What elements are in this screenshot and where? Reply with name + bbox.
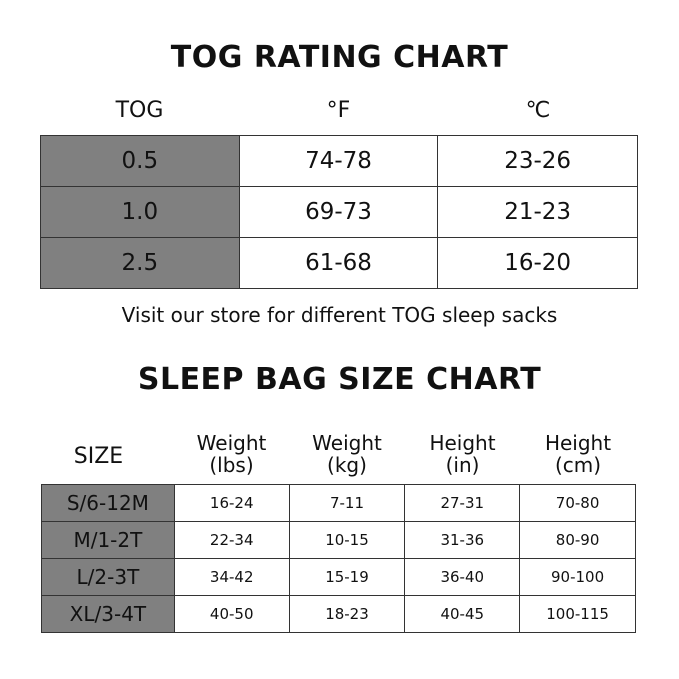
weight-kg: 15-19 (288, 558, 406, 596)
height-in: 27-31 (404, 484, 521, 522)
header-line: Weight (196, 431, 267, 455)
height-in: 36-40 (404, 558, 521, 596)
header-line: Weight (312, 431, 382, 455)
height-cm-header: Height (cm) (520, 432, 636, 476)
height-cm: 70-80 (519, 484, 636, 522)
table-row: M/1-2T 22-34 10-15 31-36 80-90 (41, 521, 636, 559)
height-cm: 90-100 (519, 558, 636, 596)
tog-value: 2.5 (40, 237, 240, 289)
size-label: L/2-3T (41, 558, 175, 596)
tog-table: 0.5 74-78 23-26 1.0 69-73 21-23 2.5 61-6… (40, 135, 638, 289)
table-row: 0.5 74-78 23-26 (40, 135, 638, 187)
weight-lbs-header: Weight (lbs) (174, 432, 289, 476)
store-caption: Visit our store for different TOG sleep … (121, 303, 558, 327)
height-in: 31-36 (404, 521, 521, 559)
fahrenheit-header: °F (326, 98, 351, 123)
weight-lbs: 34-42 (173, 558, 290, 596)
weight-kg: 18-23 (288, 595, 406, 633)
height-cm: 100-115 (519, 595, 636, 633)
weight-kg-header: Weight (kg) (289, 432, 405, 476)
weight-kg: 10-15 (288, 521, 406, 559)
header-unit: (kg) (327, 453, 367, 477)
tog-header: TOG (115, 98, 164, 123)
header-unit: (lbs) (209, 453, 254, 477)
height-in-header: Height (in) (405, 432, 520, 476)
size-table: S/6-12M 16-24 7-11 27-31 70-80 M/1-2T 22… (41, 484, 636, 633)
header-unit: (cm) (554, 453, 602, 477)
size-label: S/6-12M (41, 484, 175, 522)
size-header: SIZE (73, 444, 124, 469)
height-cm: 80-90 (519, 521, 636, 559)
table-row: 2.5 61-68 16-20 (40, 237, 638, 289)
size-label: XL/3-4T (41, 595, 175, 633)
size-chart-title: SLEEP BAG SIZE CHART (137, 362, 542, 397)
celsius-header: ℃ (525, 98, 551, 123)
tog-value: 0.5 (40, 135, 240, 187)
size-label: M/1-2T (41, 521, 175, 559)
header-unit: (in) (445, 453, 480, 477)
weight-lbs: 22-34 (173, 521, 290, 559)
table-row: S/6-12M 16-24 7-11 27-31 70-80 (41, 484, 636, 522)
table-row: 1.0 69-73 21-23 (40, 186, 638, 238)
celsius-range: 21-23 (437, 186, 638, 238)
fahrenheit-range: 61-68 (238, 237, 439, 289)
celsius-range: 23-26 (437, 135, 638, 187)
table-row: L/2-3T 34-42 15-19 36-40 90-100 (41, 558, 636, 596)
weight-lbs: 40-50 (173, 595, 290, 633)
table-row: XL/3-4T 40-50 18-23 40-45 100-115 (41, 595, 636, 633)
fahrenheit-range: 69-73 (238, 186, 439, 238)
height-in: 40-45 (404, 595, 521, 633)
header-line: Height (429, 431, 496, 455)
weight-kg: 7-11 (288, 484, 406, 522)
tog-value: 1.0 (40, 186, 240, 238)
fahrenheit-range: 74-78 (238, 135, 439, 187)
header-line: Height (544, 431, 612, 455)
celsius-range: 16-20 (437, 237, 638, 289)
weight-lbs: 16-24 (173, 484, 290, 522)
tog-chart-title: TOG RATING CHART (170, 40, 509, 75)
